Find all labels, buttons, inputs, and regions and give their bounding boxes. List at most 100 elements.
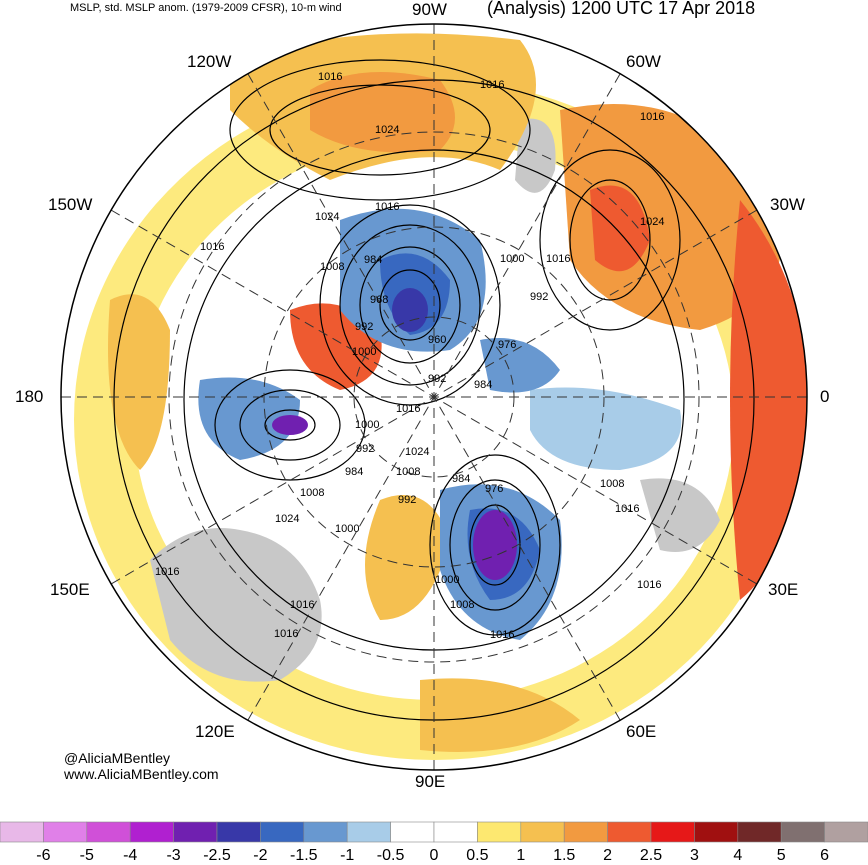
colorbar-swatch [824,821,868,843]
isobar-label: 1008 [450,599,474,611]
colorbar-tick-label: 2 [603,847,613,864]
isobar-label: 1008 [600,478,624,490]
lon-label-150w: 150W [48,195,93,214]
colorbar-tick-label: 5 [776,847,786,864]
colorbar-tick-label: -2 [253,847,268,864]
isobar-label: 1000 [352,346,376,358]
colorbar-tick-label: -4 [123,847,138,864]
colorbar-swatch [737,821,782,843]
isobar-label: 984 [452,473,470,485]
isobar-label: 1016 [490,629,514,641]
colorbar-swatch [303,821,348,843]
colorbar-tick-label: 4 [733,847,743,864]
colorbar-tick-label: 2.5 [639,847,663,864]
isobar-label: 1024 [640,216,664,228]
isobar-label: 1024 [315,211,339,223]
isobar-label: 976 [498,339,516,351]
land-europe [640,478,720,552]
colorbar-swatch [216,821,261,843]
isobar-label: 976 [485,483,503,495]
colorbar-tick-label: 0 [429,847,439,864]
graticule [61,24,807,770]
isobar-label: 1016 [274,628,298,640]
isobar-label: 984 [364,254,382,266]
colorbar-swatch [0,821,44,843]
colorbar-swatch [607,821,652,843]
colorbar-swatch [563,821,608,843]
isobar-label: 1024 [275,513,299,525]
colorbar-tick-label: -3 [166,847,181,864]
colorbar-tick-label: -6 [36,847,51,864]
isobar-label: 992 [355,321,373,333]
isobar-label: 1000 [335,523,359,535]
isobar-label: 1008 [320,261,344,273]
colorbar-tick-label: -1 [340,847,355,864]
colorbar-tick-label: -5 [79,847,94,864]
colorbar-tick-label: 1 [516,847,526,864]
lon-label-150e: 150E [50,580,90,599]
isobar-label: 1016 [200,241,224,253]
land-greenland [515,118,556,193]
isobar-label: 968 [370,294,388,306]
colorbar-swatch [260,821,305,843]
map-border [60,23,808,771]
isobar-label: 1016 [318,71,342,83]
isobar-label: 1024 [405,446,429,458]
lon-label-0: 0 [820,387,830,406]
map-title: MSLP, std. MSLP anom. (1979-2009 CFSR), … [70,2,342,14]
isobar-label: 992 [356,443,374,455]
isobar-label: 1024 [375,124,399,136]
colorbar-tick-label: 3 [689,847,699,864]
lon-label-30w: 30W [770,195,805,214]
credit-handle: @AliciaMBentley [64,750,171,766]
isobar-label: 1016 [546,253,570,265]
lon-label-60e: 60E [626,722,657,741]
lon-label-180: 180 [15,387,44,406]
colorbar-swatch [173,821,218,843]
lon-label-90w: 90W [412,0,447,19]
anomaly-pos-europe [730,200,807,600]
isobar-label-group: 1016 1016 1016 1024 1016 1016 1024 1016 … [155,71,664,641]
colorbar-tick-label: 0.5 [466,847,489,864]
lon-label-60w: 60W [626,52,661,71]
colorbar-swatch [390,821,435,843]
colorbar-swatch [477,821,522,843]
isobar-label: 992 [428,373,446,385]
isobar-label: 1016 [396,403,420,415]
polar-map: 1016 1016 1016 1024 1016 1016 1024 1016 … [60,23,808,771]
colorbar-tick-label: 6 [820,847,830,864]
isobar-label: 1016 [637,579,661,591]
colorbar-tick-label: -2.5 [203,847,231,864]
credit-website[interactable]: www.AliciaMBentley.com [64,766,219,782]
isobar-label: 1000 [355,419,379,431]
colorbar-swatch [780,821,825,843]
isobar-label: 1008 [396,466,420,478]
colorbar [0,821,868,843]
colorbar-swatch [129,821,174,843]
lon-label-120w: 120W [187,52,232,71]
isobar-label: 992 [398,494,416,506]
isobar-label: 984 [474,379,492,391]
isobar-label: 984 [345,466,363,478]
anomaly-neg-arctic [530,387,682,470]
isobar-label: 960 [428,334,446,346]
colorbar-tick-label: 1.5 [553,847,576,864]
isobar-label: 1000 [500,253,524,265]
isobar-label: 1000 [435,574,459,586]
isobar-label: 1016 [640,111,664,123]
colorbar-swatch [650,821,695,843]
anomaly-field [61,24,807,770]
isobar-label: 992 [530,291,548,303]
colorbar-tick-label: -1.5 [290,847,318,864]
isobar-label: 1008 [300,487,324,499]
colorbar-tick-label: -0.5 [376,847,405,864]
isobar-label: 1016 [155,566,179,578]
isobar-label: 1016 [290,599,314,611]
analysis-time-title: (Analysis) 1200 UTC 17 Apr 2018 [487,0,756,18]
land-asia [150,528,322,682]
colorbar-swatch [346,821,391,843]
lon-label-90e: 90E [415,772,446,791]
isobar-label: 1016 [375,201,399,213]
colorbar-swatch [520,821,565,843]
lon-label-30e: 30E [768,580,799,599]
